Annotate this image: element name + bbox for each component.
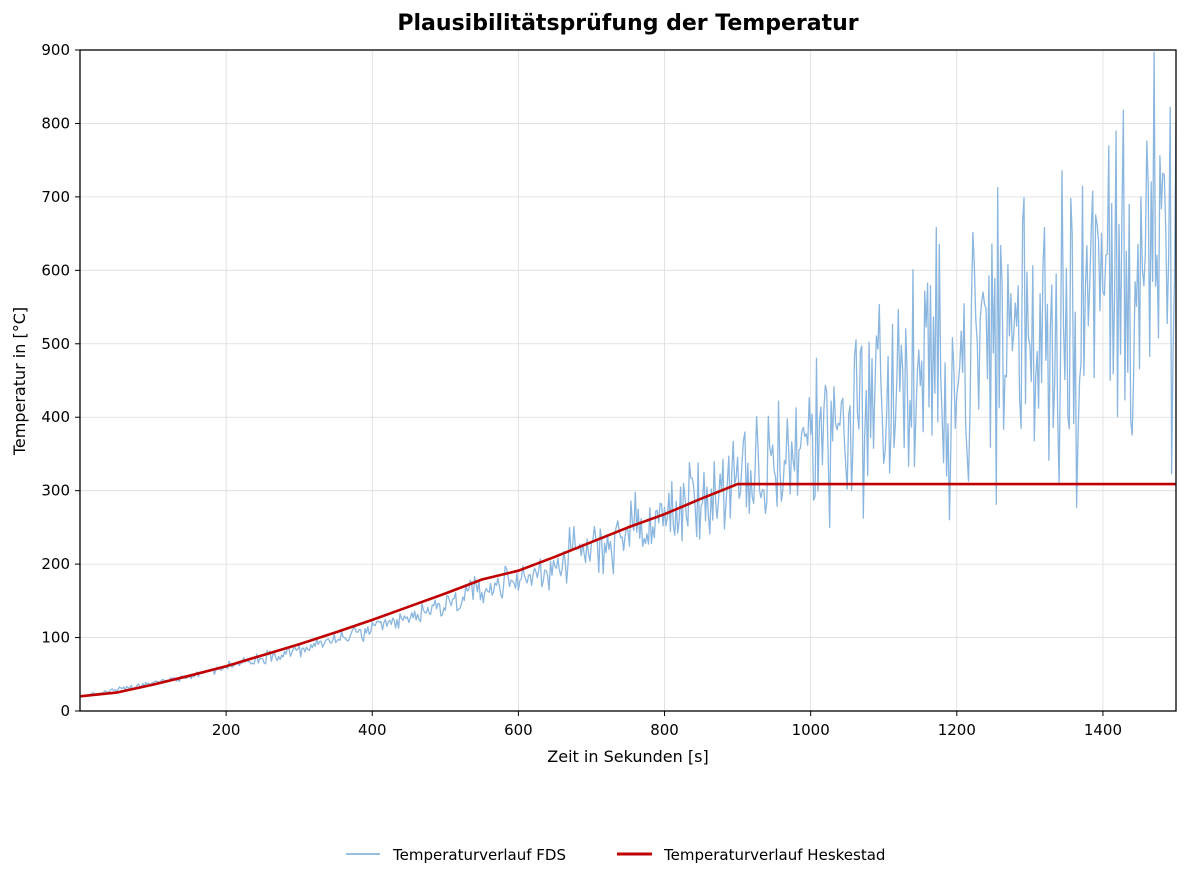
- x-tick-label: 800: [650, 721, 679, 739]
- legend-label-fds: Temperaturverlauf FDS: [392, 846, 566, 864]
- tick-layer: 200 400 600 800 1000 1200 1400 0 100 200 300 400 500…: [41, 41, 1122, 739]
- legend-label-heskestad: Temperaturverlauf Heskestad: [663, 846, 885, 864]
- plot-frame: [79, 49, 1177, 712]
- chart-title: Plausibilitätsprüfung der Temperatur: [397, 11, 858, 36]
- y-tick-label: 0: [60, 702, 70, 720]
- y-tick-label: 300: [41, 482, 70, 500]
- y-tick-label: 100: [41, 629, 70, 647]
- x-tick-label: 1400: [1084, 721, 1122, 739]
- y-tick-label: 800: [41, 114, 70, 132]
- y-tick-label: 400: [41, 408, 70, 426]
- y-tick-label: 600: [41, 261, 70, 279]
- series-layer: [79, 51, 1177, 698]
- y-axis-label: Temperatur in [°C]: [10, 307, 29, 456]
- x-tick-label: 400: [358, 721, 387, 739]
- y-tick-label: 700: [41, 188, 70, 206]
- y-tick-label: 500: [41, 335, 70, 353]
- y-tick-label: 200: [41, 555, 70, 573]
- x-tick-label: 1000: [792, 721, 830, 739]
- x-tick-label: 1200: [938, 721, 976, 739]
- legend: Temperaturverlauf FDS Temperaturverlauf …: [346, 846, 885, 864]
- series-line-fds: [79, 51, 1177, 697]
- y-tick-label: 900: [41, 41, 70, 59]
- x-axis-label: Zeit in Sekunden [s]: [547, 747, 708, 766]
- x-tick-label: 200: [212, 721, 241, 739]
- series-line-heskestad: [79, 482, 1176, 698]
- x-tick-label: 600: [504, 721, 533, 739]
